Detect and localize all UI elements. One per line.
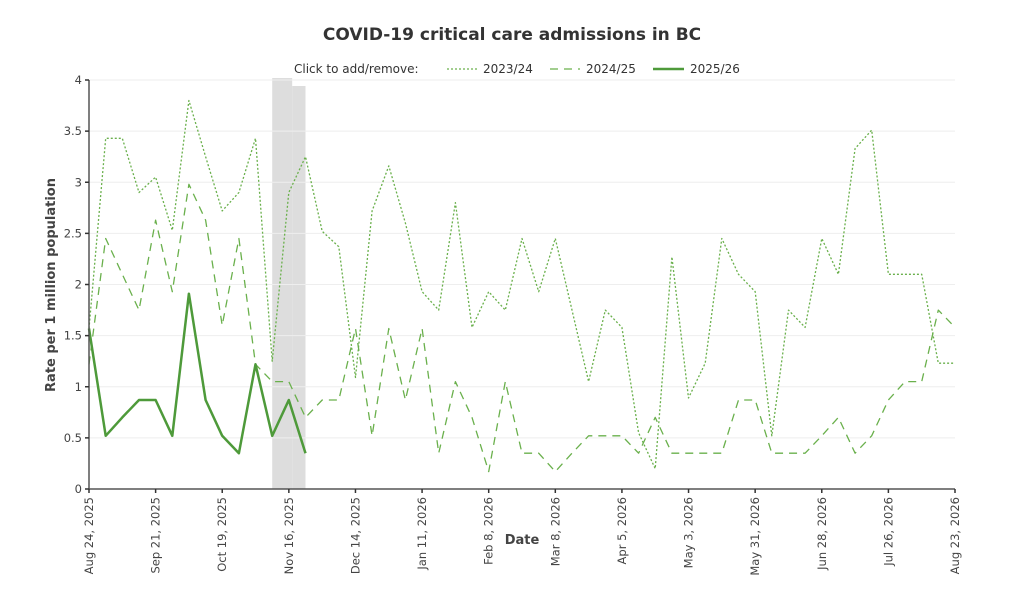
x-tick-label: Jul 26, 2026: [881, 497, 895, 567]
legend-label: 2023/24: [483, 62, 533, 76]
x-axis-title: Date: [505, 533, 540, 548]
y-tick-label: 1.5: [64, 329, 82, 343]
y-tick-label: 4: [75, 73, 82, 87]
x-tick-label: Apr 5, 2026: [615, 497, 629, 564]
x-tick-label: May 31, 2026: [748, 497, 762, 576]
x-tick-label: Dec 14, 2025: [348, 497, 362, 574]
legend-item-2023-24[interactable]: 2023/24: [447, 62, 533, 76]
highlight-band-part: [292, 86, 306, 489]
legend-item-2025-26[interactable]: 2025/26: [653, 62, 740, 76]
y-tick-label: 2.5: [64, 226, 82, 240]
legend-label: 2024/25: [586, 62, 636, 76]
y-tick-label: 3: [75, 175, 82, 189]
series-layer: [87, 99, 956, 473]
y-tick-label: 0: [75, 482, 82, 496]
x-tick-label: Nov 16, 2025: [282, 497, 296, 574]
x-tick-label: Aug 23, 2026: [948, 497, 962, 574]
x-tick-label: Feb 8, 2026: [482, 497, 496, 565]
y-tick-label: 3.5: [64, 124, 82, 138]
x-tick-label: Mar 8, 2026: [548, 497, 562, 566]
x-tick-label: Oct 19, 2025: [215, 497, 229, 572]
legend-label: 2025/26: [690, 62, 740, 76]
gridlines: [89, 79, 955, 439]
series-line-2025-26: [87, 292, 307, 455]
x-tick-label: Jun 28, 2026: [815, 497, 829, 571]
axes: 0 0.5 1 1.5 2 2.5 3 3.5 4 Aug 24, 2025 Sep 21, 202…: [64, 73, 962, 576]
legend: Click to add/remove: 2023/24 2024/25 202…: [294, 62, 740, 76]
y-tick-label: 0.5: [64, 431, 82, 445]
x-tick-label: Jan 11, 2026: [415, 497, 429, 571]
y-axis-title: Rate per 1 million population: [44, 178, 59, 392]
legend-item-2024-25[interactable]: 2024/25: [550, 62, 636, 76]
y-tick-label: 2: [75, 278, 82, 292]
y-tick-label: 1: [75, 380, 82, 394]
x-tick-label: May 3, 2026: [682, 497, 696, 568]
chart-title: COVID-19 critical care admissions in BC: [323, 25, 701, 45]
x-tick-label: Sep 21, 2025: [149, 497, 163, 574]
legend-prompt: Click to add/remove:: [294, 62, 419, 76]
series-line-2023-24: [88, 99, 955, 470]
x-tick-label: Aug 24, 2025: [82, 497, 96, 574]
